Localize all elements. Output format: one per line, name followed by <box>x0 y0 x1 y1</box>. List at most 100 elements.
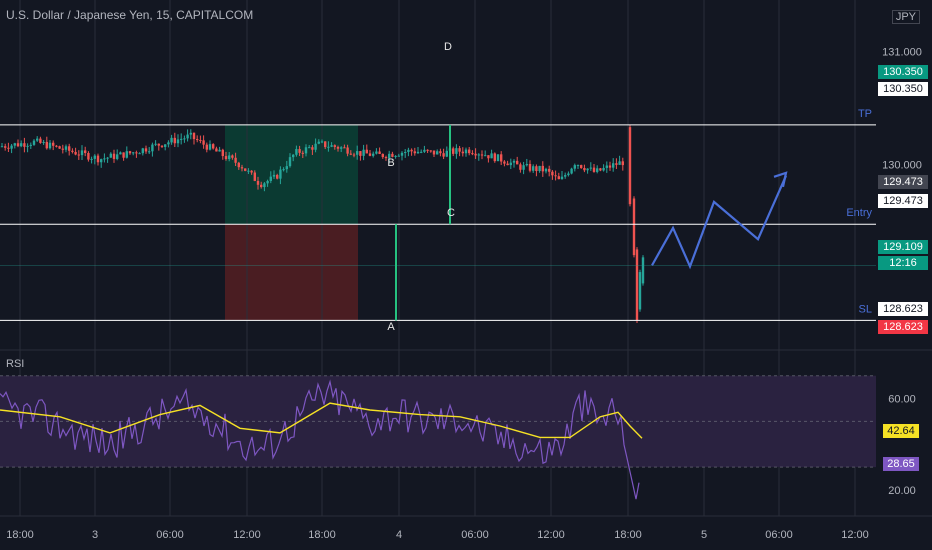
current-price-tag: 129.109 <box>878 240 928 254</box>
candle-158 <box>506 163 509 166</box>
candle-1 <box>4 146 7 148</box>
candle-4 <box>13 143 16 146</box>
candle-103 <box>330 145 333 147</box>
candle-123 <box>394 155 397 157</box>
candle-180 <box>576 165 580 167</box>
rsi-panel <box>0 349 932 500</box>
projection-arrowhead <box>773 171 788 188</box>
candle-192 <box>615 163 618 165</box>
countdown-tag: 12:16 <box>878 256 928 270</box>
rsi-value-tag: 28.65 <box>883 457 919 471</box>
candle-113 <box>362 149 365 156</box>
candle-89 <box>285 166 288 170</box>
time-tick-4: 18:00 <box>308 529 336 541</box>
candle-49 <box>157 143 160 146</box>
currency-badge[interactable]: JPY <box>891 10 920 24</box>
candle-163 <box>522 165 525 170</box>
candle-117 <box>375 151 378 154</box>
candle-125 <box>400 152 404 156</box>
candle-27 <box>87 152 90 160</box>
time-tick-10: 06:00 <box>765 529 793 541</box>
candle-68 <box>218 149 221 152</box>
time-tick-9: 5 <box>701 529 707 541</box>
candle-35 <box>112 153 116 159</box>
plunge-candle-0 <box>628 127 632 205</box>
level-name-entry: Entry <box>846 207 872 219</box>
candle-59 <box>189 132 192 135</box>
candle-109 <box>349 153 352 155</box>
candle-32 <box>103 158 106 160</box>
sl-axis-label: 128.623 <box>878 302 928 316</box>
candle-96 <box>308 147 311 149</box>
candle-36 <box>116 154 119 159</box>
candle-56 <box>180 138 183 140</box>
candle-142 <box>455 148 458 154</box>
candle-22 <box>71 150 74 152</box>
time-tick-7: 12:00 <box>537 529 565 541</box>
candle-120 <box>384 157 388 159</box>
candle-182 <box>583 167 586 171</box>
candle-128 <box>410 149 413 152</box>
candle-146 <box>468 149 471 154</box>
candle-190 <box>608 165 612 168</box>
candle-177 <box>567 173 570 176</box>
candle-193 <box>618 161 621 165</box>
candle-34 <box>109 153 112 158</box>
candle-171 <box>548 168 551 172</box>
level-name-tp: TP <box>858 108 872 120</box>
candle-75 <box>240 167 244 169</box>
candle-92 <box>295 149 298 155</box>
candle-88 <box>282 169 285 171</box>
candle-170 <box>544 168 548 172</box>
candle-156 <box>500 154 503 162</box>
candle-33 <box>106 157 109 159</box>
axes: 131.000 130.000 60.00 20.00 18:00 3 06:00 12:00… <box>0 46 932 541</box>
candle-26 <box>84 150 87 153</box>
candle-64 <box>205 144 208 150</box>
rsi-tick-1: 20.00 <box>888 485 916 497</box>
candle-20 <box>64 146 68 150</box>
candle-12 <box>39 138 42 143</box>
candle-83 <box>266 180 269 184</box>
marker-a: A <box>387 321 395 333</box>
marker-b: B <box>387 157 394 169</box>
candle-105 <box>336 146 340 149</box>
rsi-ma-line <box>0 402 643 439</box>
candle-139 <box>445 150 448 157</box>
candle-38 <box>122 152 125 158</box>
candle-159 <box>509 162 512 166</box>
candle-98 <box>314 143 317 150</box>
candle-127 <box>407 149 410 152</box>
candle-132 <box>423 149 426 152</box>
candle-23 <box>74 151 77 155</box>
candle-42 <box>135 152 138 154</box>
candle-151 <box>484 155 487 157</box>
candle-95 <box>304 147 308 154</box>
marker-c: C <box>447 207 455 219</box>
candle-57 <box>183 138 186 140</box>
candle-52 <box>167 142 170 145</box>
candle-62 <box>199 140 202 142</box>
candle-24 <box>77 154 80 156</box>
candle-43 <box>138 153 141 155</box>
candle-97 <box>311 147 314 150</box>
candle-10 <box>32 140 36 145</box>
candle-55 <box>176 139 180 144</box>
candle-183 <box>586 168 589 171</box>
candle-18 <box>58 146 61 149</box>
candle-143 <box>458 148 461 152</box>
candle-5 <box>16 143 20 147</box>
time-tick-11: 12:00 <box>841 529 869 541</box>
candle-86 <box>276 174 279 179</box>
candle-37 <box>119 152 122 155</box>
candle-66 <box>212 144 215 149</box>
candle-111 <box>356 151 359 155</box>
candle-154 <box>493 153 496 162</box>
candle-84 <box>269 176 272 181</box>
candle-80 <box>256 180 260 185</box>
candle-3 <box>10 145 13 149</box>
candle-106 <box>340 147 343 149</box>
candle-15 <box>48 142 52 149</box>
candle-136 <box>436 151 439 155</box>
